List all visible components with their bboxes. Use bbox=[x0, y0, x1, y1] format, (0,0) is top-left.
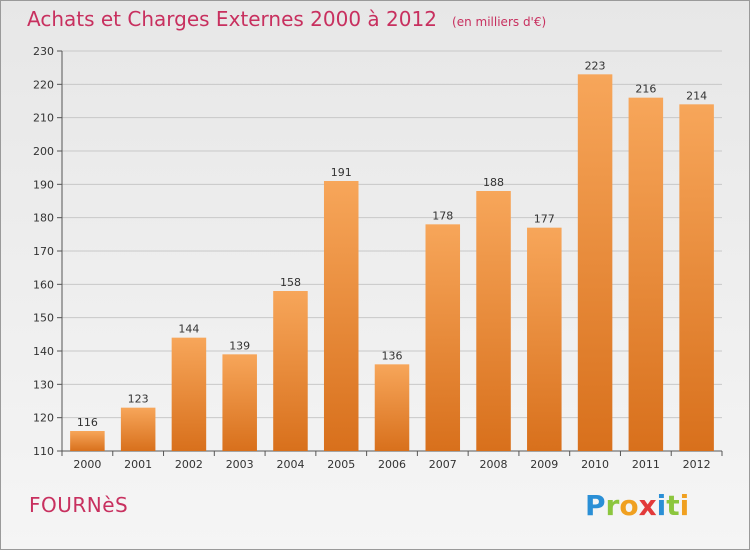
value-label: 144 bbox=[178, 323, 199, 336]
bar-2010 bbox=[577, 74, 613, 451]
x-tick-label: 2006 bbox=[378, 458, 406, 471]
logo-letter: o bbox=[619, 489, 639, 522]
bar-2000 bbox=[70, 431, 105, 451]
value-label: 223 bbox=[585, 59, 606, 72]
x-tick-label: 2002 bbox=[175, 458, 203, 471]
logo-letter: x bbox=[638, 489, 657, 522]
logo-letter: i bbox=[679, 489, 690, 522]
y-tick-label: 180 bbox=[33, 212, 54, 225]
x-tick-label: 2003 bbox=[226, 458, 254, 471]
value-labels: 116 123 144 139 158 191 136 178 188 177 223 216 214 bbox=[77, 59, 707, 429]
chart-unit: (en milliers d'€) bbox=[452, 15, 547, 29]
bar-2009 bbox=[527, 227, 562, 451]
x-tick-label: 2009 bbox=[530, 458, 558, 471]
bar-chart: 110 120 130 140 150 160 170 180 190 200 210 220 230 2… bbox=[33, 45, 723, 471]
bar-2008 bbox=[476, 191, 511, 451]
value-label: 214 bbox=[686, 89, 707, 102]
value-label: 136 bbox=[382, 349, 403, 362]
value-label: 116 bbox=[77, 416, 98, 429]
x-tick-label: 2008 bbox=[480, 458, 508, 471]
value-label: 177 bbox=[534, 213, 555, 226]
y-tick-label: 110 bbox=[33, 445, 54, 458]
proxiti-logo: Proxiti bbox=[585, 489, 689, 522]
y-tick-label: 130 bbox=[33, 378, 54, 391]
bar-2005 bbox=[323, 181, 359, 451]
bar-2004 bbox=[273, 291, 308, 451]
bar-2006 bbox=[374, 364, 410, 451]
bar-2003 bbox=[222, 354, 257, 451]
logo-letter: r bbox=[605, 489, 620, 522]
x-tick-label: 2007 bbox=[429, 458, 457, 471]
value-label: 178 bbox=[432, 209, 453, 222]
value-label: 188 bbox=[483, 176, 504, 189]
value-label: 191 bbox=[331, 166, 352, 179]
bar-2011 bbox=[628, 97, 664, 452]
bar-2002 bbox=[171, 337, 207, 451]
value-label: 123 bbox=[128, 393, 149, 406]
bar-2007 bbox=[425, 224, 461, 451]
y-tick-label: 140 bbox=[33, 345, 54, 358]
x-tick-label: 2005 bbox=[327, 458, 355, 471]
x-tick-label: 2010 bbox=[581, 458, 609, 471]
x-tick-label: 2004 bbox=[276, 458, 304, 471]
y-tick-label: 210 bbox=[33, 112, 54, 125]
bar-2012 bbox=[679, 104, 714, 451]
y-tick-label: 200 bbox=[33, 145, 54, 158]
chart-title: Achats et Charges Externes 2000 à 2012 bbox=[27, 7, 437, 31]
logo-letter: P bbox=[585, 489, 606, 522]
title-line: Achats et Charges Externes 2000 à 2012 (… bbox=[27, 7, 546, 31]
logo-letter: i bbox=[656, 489, 667, 522]
x-tick-label: 2001 bbox=[124, 458, 152, 471]
bar-2001 bbox=[120, 407, 156, 451]
y-tick-label: 160 bbox=[33, 278, 54, 291]
bars bbox=[70, 74, 714, 452]
value-label: 158 bbox=[280, 276, 301, 289]
y-tick-label: 220 bbox=[33, 78, 54, 91]
value-label: 216 bbox=[635, 83, 656, 96]
x-tick-label: 2000 bbox=[73, 458, 101, 471]
x-tick-label: 2012 bbox=[683, 458, 711, 471]
y-tick-label: 150 bbox=[33, 312, 54, 325]
axes: 110 120 130 140 150 160 170 180 190 200 210 220 230 2… bbox=[33, 45, 723, 471]
y-tick-label: 230 bbox=[33, 45, 54, 58]
x-tick-label: 2011 bbox=[632, 458, 660, 471]
value-label: 139 bbox=[229, 339, 250, 352]
y-tick-label: 170 bbox=[33, 245, 54, 258]
y-tick-label: 190 bbox=[33, 178, 54, 191]
y-tick-label: 120 bbox=[33, 412, 54, 425]
commune-name: FOURNèS bbox=[29, 493, 129, 517]
logo-letter: t bbox=[666, 489, 680, 522]
